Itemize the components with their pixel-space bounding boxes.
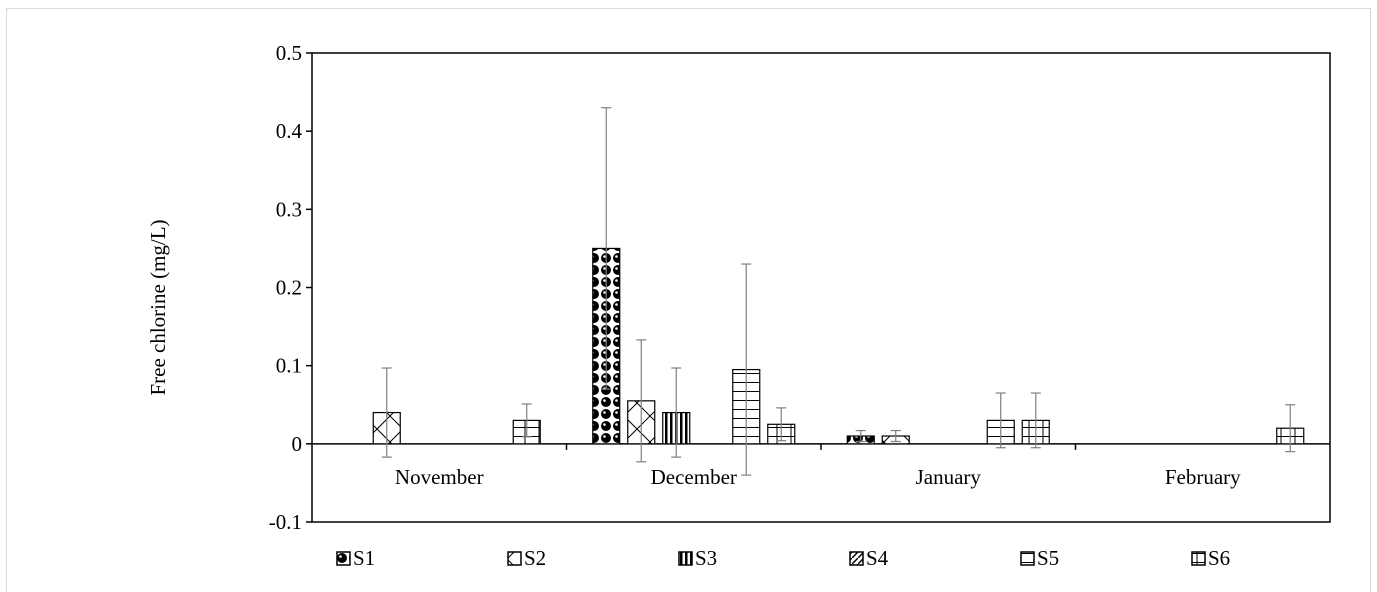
x-tick-label: November xyxy=(395,465,484,489)
legend-label-s2: S2 xyxy=(524,546,546,570)
legend-label-s6: S6 xyxy=(1208,546,1230,570)
legend-swatch-s6 xyxy=(1191,551,1206,566)
legend-label-s4: S4 xyxy=(866,546,889,570)
x-tick-label: January xyxy=(916,465,982,489)
legend-swatch-s5 xyxy=(1020,551,1035,566)
x-tick-label: December xyxy=(651,465,737,489)
y-tick-label: 0.4 xyxy=(276,119,303,143)
legend-label-s1: S1 xyxy=(353,546,375,570)
legend-swatch-s4 xyxy=(849,551,864,566)
chart-frame xyxy=(6,8,1371,592)
y-tick-label: 0.3 xyxy=(276,197,302,221)
plot-border xyxy=(311,52,1331,523)
y-axis-label: Free chlorine (mg/L) xyxy=(146,219,170,395)
y-tick-label: 0 xyxy=(292,432,303,456)
legend: S1 S2 S3 S4 S5 S6 xyxy=(336,546,1230,570)
y-tick-label: 0.2 xyxy=(276,276,302,300)
legend-swatch-s3 xyxy=(678,551,693,566)
legend-label-s3: S3 xyxy=(695,546,717,570)
legend-swatch-s2 xyxy=(507,551,522,566)
legend-swatch-s1 xyxy=(336,551,351,566)
plot-area: -0.1 0 0.1 0.2 0.3 0.4 0.5 Free chlorine (mg/L)… xyxy=(146,41,1331,534)
y-tick-label: -0.1 xyxy=(269,510,302,534)
legend-label-s5: S5 xyxy=(1037,546,1059,570)
x-tick-label: February xyxy=(1165,465,1241,489)
y-tick-label: 0.5 xyxy=(276,41,302,65)
y-tick-label: 0.1 xyxy=(276,354,302,378)
